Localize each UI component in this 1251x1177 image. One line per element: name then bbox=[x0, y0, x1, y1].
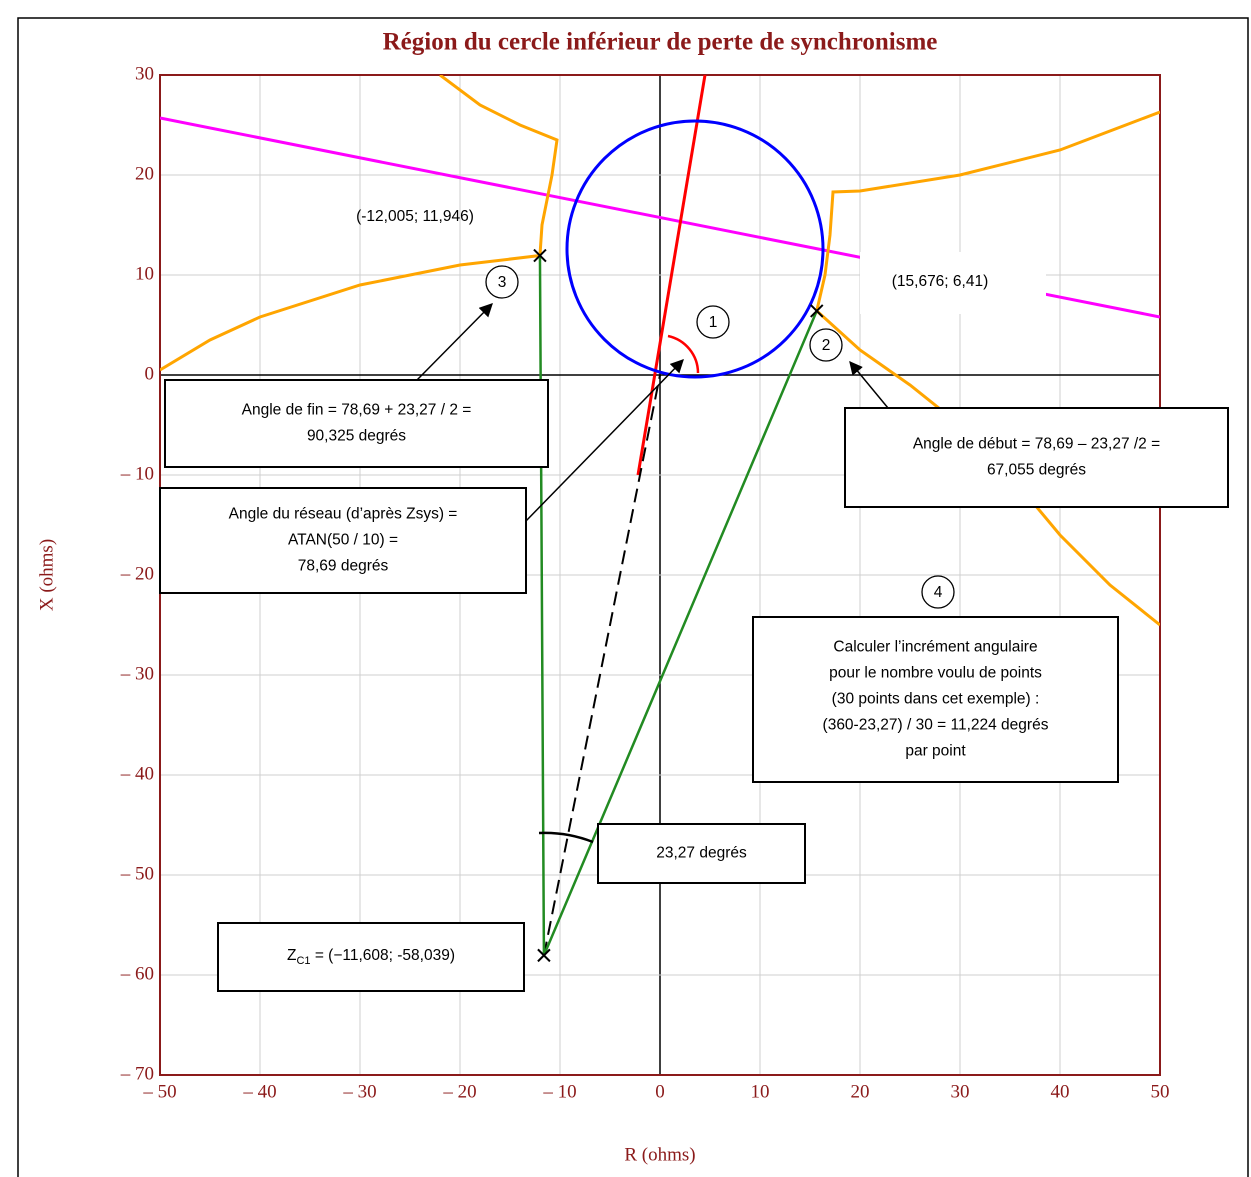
callout-circle bbox=[921, 575, 955, 609]
x-tick-label: – 10 bbox=[542, 1081, 576, 1102]
annotation-text: Angle de fin = 78,69 + 23,27 / 2 = bbox=[242, 402, 472, 419]
annotation-box bbox=[159, 487, 527, 594]
curve bbox=[636, 75, 707, 476]
annotation-text: (360-23,27) / 30 = 11,224 degrés bbox=[823, 717, 1049, 734]
annotation-box bbox=[217, 922, 525, 992]
y-tick-label: – 50 bbox=[120, 863, 154, 884]
annotation-text: ATAN(50 / 10) = bbox=[288, 532, 398, 549]
chart-title: Région du cercle inférieur de perte de s… bbox=[383, 29, 938, 56]
annotation-text: par point bbox=[905, 743, 966, 760]
y-tick-label: – 40 bbox=[120, 763, 154, 784]
curve bbox=[815, 110, 1160, 312]
circle-curve bbox=[565, 119, 825, 379]
y-tick-label: – 60 bbox=[120, 963, 154, 984]
annotation-box bbox=[844, 407, 1229, 508]
page-border bbox=[17, 17, 1249, 1177]
annotation-box bbox=[752, 616, 1119, 783]
callout-number: 2 bbox=[822, 337, 831, 354]
x-tick-label: – 50 bbox=[142, 1081, 176, 1102]
annotation-text: ZC1 = (−11,608; -58,039) bbox=[287, 947, 455, 967]
annotation-text: Calculer l’incrément angulaire bbox=[833, 639, 1037, 656]
annotation-text-part: C1 bbox=[296, 955, 310, 967]
x-tick-label: 20 bbox=[851, 1081, 870, 1102]
x-tick-label: – 30 bbox=[342, 1081, 376, 1102]
arrow bbox=[849, 360, 889, 409]
x-tick-label: 30 bbox=[951, 1081, 970, 1102]
y-tick-label: – 70 bbox=[120, 1063, 154, 1084]
y-tick-label: 0 bbox=[145, 363, 155, 384]
x-axis-label: R (ohms) bbox=[624, 1144, 695, 1165]
x-tick-label: 0 bbox=[655, 1081, 665, 1102]
point-marker bbox=[537, 948, 551, 963]
label-background bbox=[860, 252, 1046, 314]
annotation-text: pour le nombre voulu de points bbox=[829, 665, 1042, 682]
annotation-text-part: = (−11,608; -58,039) bbox=[311, 947, 455, 964]
annotation-box bbox=[164, 379, 549, 468]
callout-circle bbox=[809, 328, 843, 362]
y-tick-label: – 10 bbox=[120, 463, 154, 484]
point-label: (-12,005; 11,946) bbox=[356, 208, 474, 225]
x-tick-label: – 20 bbox=[442, 1081, 476, 1102]
x-tick-label: 50 bbox=[1151, 1081, 1170, 1102]
point-marker bbox=[533, 248, 547, 263]
curve bbox=[160, 254, 541, 372]
callout-number: 3 bbox=[498, 274, 507, 291]
annotation-text: Angle de début = 78,69 – 23,27 /2 = bbox=[913, 436, 1160, 453]
annotation-text: 90,325 degrés bbox=[307, 428, 406, 445]
x-tick-label: 40 bbox=[1051, 1081, 1070, 1102]
callout-circle bbox=[485, 265, 519, 299]
angle-arc bbox=[667, 334, 700, 374]
curve bbox=[542, 374, 661, 956]
annotation-box bbox=[597, 823, 806, 884]
curve bbox=[439, 75, 559, 256]
annotation-text: Angle du réseau (d’après Zsys) = bbox=[229, 506, 458, 523]
callout-number: 1 bbox=[709, 314, 718, 331]
annotation-text: 78,69 degrés bbox=[298, 558, 389, 575]
annotation-text: (30 points dans cet exemple) : bbox=[832, 691, 1040, 708]
y-tick-label: 30 bbox=[135, 63, 154, 84]
x-tick-label: 10 bbox=[751, 1081, 770, 1102]
point-marker bbox=[810, 304, 824, 318]
annotation-text-part: Z bbox=[287, 947, 296, 964]
callout-circle bbox=[696, 305, 730, 339]
arrow bbox=[416, 303, 493, 381]
callout-number: 4 bbox=[934, 584, 943, 601]
annotation-text: 67,055 degrés bbox=[987, 462, 1086, 479]
y-tick-label: 20 bbox=[135, 163, 154, 184]
y-tick-label: 10 bbox=[135, 263, 154, 284]
y-tick-label: – 20 bbox=[120, 563, 154, 584]
annotation-text: 23,27 degrés bbox=[656, 845, 747, 862]
arrow bbox=[524, 359, 684, 523]
y-axis-label: X (ohms) bbox=[36, 539, 57, 611]
point-label: (15,676; 6,41) bbox=[892, 273, 989, 290]
y-tick-label: – 30 bbox=[120, 663, 154, 684]
x-tick-label: – 40 bbox=[242, 1081, 276, 1102]
angle-arc bbox=[538, 831, 594, 844]
